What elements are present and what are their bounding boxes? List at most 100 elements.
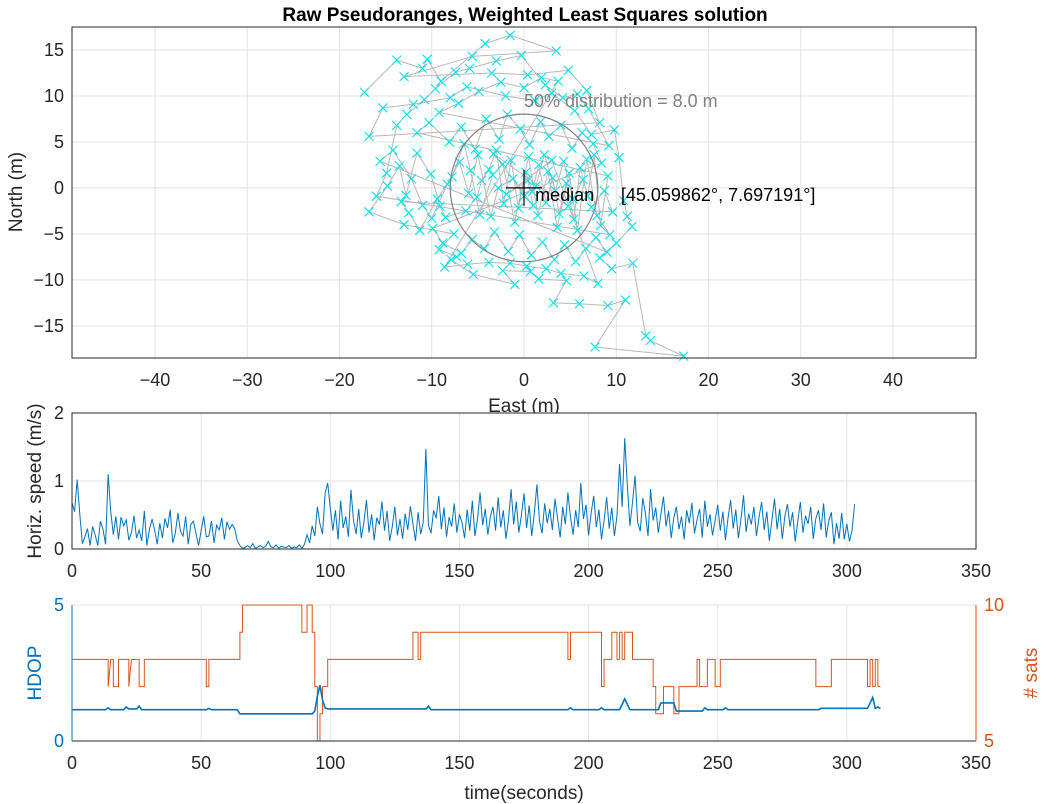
scatter-point: [496, 77, 506, 88]
scatter-point: [627, 258, 638, 269]
x-tick-label: 0: [519, 370, 529, 390]
scatter-point: [557, 92, 568, 103]
scatter-point: [514, 229, 525, 240]
trajectory-segment: [497, 178, 514, 189]
plot-frame: [71, 26, 977, 359]
trajectory-segment: [416, 132, 609, 177]
trajectory-segment: [449, 86, 468, 99]
scatter-point: [516, 50, 527, 61]
scatter-point: [509, 217, 520, 227]
trajectory-segment: [485, 34, 511, 45]
trajectory-segment: [553, 280, 567, 304]
scatter-point: [523, 151, 534, 162]
speed-x-tick-label: 50: [191, 561, 211, 581]
scatter-point: [583, 103, 594, 114]
sats-tick-label: 5: [984, 731, 994, 751]
scatter-point: [419, 94, 430, 105]
tick-labels: −40 −30 −20 −10 0 10 20 30 40 −15 −10 −5 0 5 10 15: [33, 40, 903, 390]
scatter-point: [537, 237, 548, 248]
scatter-point: [473, 86, 484, 97]
scatter-point: [382, 181, 393, 191]
trajectory-segment: [586, 90, 601, 123]
scatter-point: [609, 125, 620, 135]
trajectory-segment: [607, 299, 626, 307]
speed-x-tick-label: 300: [832, 561, 862, 581]
trajectory-segment: [463, 143, 471, 171]
scatter-point: [645, 335, 656, 346]
sats-series-line: [72, 604, 881, 742]
scatter-point: [506, 155, 516, 166]
time-tick-label: 350: [961, 753, 991, 773]
hdop-sats-panel: 0 50 100 150 200 250 300 350 0 5 5 10 time(seconds)…: [25, 595, 1042, 804]
scatter-point: [412, 148, 422, 158]
scatter-point: [603, 171, 613, 181]
scatter-point: [590, 342, 600, 352]
speed-y-tick-label: 1: [54, 471, 64, 491]
scatter-point: [620, 295, 631, 305]
scatter-point: [435, 201, 445, 212]
sats-tick-label: 10: [984, 595, 1004, 615]
scatter-point: [563, 201, 574, 212]
scatter-point: [505, 30, 516, 41]
trajectory-segment: [458, 162, 470, 194]
trajectory-segment: [564, 244, 577, 262]
scatter-point: [574, 298, 585, 309]
scatter-point: [487, 170, 498, 180]
scatter-point: [440, 212, 451, 223]
trajectory-segment: [527, 69, 569, 76]
sats-axis-label: # sats: [1021, 648, 1042, 699]
scatter-point: [463, 188, 474, 199]
scatter-point: [424, 117, 434, 128]
y-tick-label: 15: [44, 40, 64, 60]
scatter-point: [577, 127, 588, 138]
scatter-point: [522, 175, 533, 186]
scatter-point: [568, 194, 578, 204]
scatter-point: [520, 167, 531, 178]
scatter-point: [603, 300, 613, 311]
trajectory-segment: [510, 160, 519, 209]
scatter-point: [467, 51, 478, 62]
trajectory-segment: [510, 262, 527, 267]
trajectory-segment: [502, 270, 531, 273]
scatter-point: [604, 229, 615, 240]
trajectory-segment: [591, 129, 615, 136]
scatter-point: [460, 206, 471, 216]
scatter-point: [586, 129, 597, 140]
scatter-point: [591, 232, 601, 243]
trajectory-segment: [458, 90, 480, 104]
speed-series-line: [71, 438, 856, 550]
scatter-point: [568, 214, 579, 225]
scatter-point: [450, 67, 461, 77]
time-tick-label: 250: [703, 753, 733, 773]
trajectory-segment: [523, 77, 542, 89]
trajectory-segment: [572, 179, 584, 200]
scatter-point: [530, 95, 540, 106]
hdop-series-line: [72, 685, 881, 715]
scatter-point: [449, 228, 459, 239]
scatter-point: [412, 127, 422, 138]
y-tick-label: −15: [33, 316, 64, 336]
trajectory-segment: [582, 179, 592, 208]
scatter-point: [491, 56, 502, 66]
scatter-point: [381, 168, 392, 179]
trajectory-segment: [387, 165, 400, 187]
scatter-point: [494, 134, 504, 145]
speed-y-tick-label: 0: [54, 539, 64, 559]
trajectory-segment: [534, 92, 552, 102]
time-tick-label: 200: [574, 753, 604, 773]
scatter-point: [456, 122, 467, 133]
scatter-point: [515, 124, 526, 134]
scatter-point: [447, 171, 457, 182]
scatter-point: [513, 203, 524, 214]
scatter-point: [468, 269, 479, 280]
time-tick-label: 50: [191, 753, 211, 773]
trajectory-segment: [493, 153, 569, 207]
scatter-point: [580, 243, 591, 254]
scatter-point: [541, 263, 552, 274]
scatter-point: [467, 234, 478, 245]
scatter-point: [592, 278, 603, 289]
scatter-point: [554, 208, 564, 219]
speed-x-tick-label: 250: [703, 561, 733, 581]
scatter-point: [521, 261, 532, 271]
scatter-point: [414, 225, 425, 236]
